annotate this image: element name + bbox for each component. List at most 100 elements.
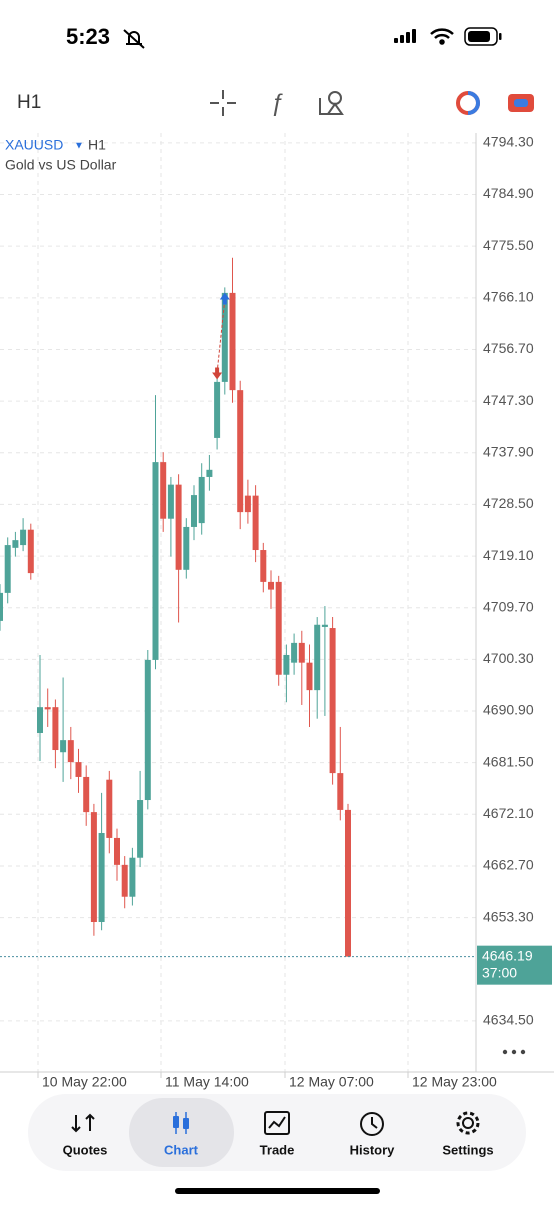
y-tick-label: 4794.30: [483, 134, 534, 150]
tab-icon[interactable]: [360, 1112, 384, 1136]
active-tab-highlight: [129, 1098, 234, 1167]
candle-body: [198, 476, 205, 524]
candle-body: [314, 624, 321, 691]
y-tick-label: 4634.50: [483, 1012, 534, 1028]
candle-body: [37, 707, 43, 733]
tab-label[interactable]: Trade: [260, 1142, 295, 1157]
candle-body: [206, 469, 213, 477]
candle-body: [167, 484, 174, 519]
tab-icon[interactable]: [71, 1113, 95, 1133]
symbol-description: Gold vs US Dollar: [5, 157, 117, 173]
chart-timeframe: H1: [88, 137, 106, 153]
y-tick-label: 4766.10: [483, 289, 534, 305]
tab-label[interactable]: Chart: [164, 1142, 199, 1157]
status-time: 5:23: [66, 24, 110, 49]
candle-body: [114, 837, 120, 865]
y-tick-label: 4747.30: [483, 392, 534, 408]
y-tick-label: 4690.90: [483, 702, 534, 718]
candle-body: [298, 642, 305, 663]
candle-body: [52, 707, 59, 751]
candle-body: [0, 592, 3, 621]
crosshair-button[interactable]: [210, 90, 236, 116]
chart-area[interactable]: [0, 133, 476, 1072]
candle-body: [306, 662, 313, 691]
trade-button[interactable]: [508, 94, 534, 112]
y-tick-label: 4653.30: [483, 908, 534, 924]
y-tick-label: 4700.30: [483, 650, 534, 666]
candle-body: [90, 812, 97, 923]
y-tick-label: 4681.50: [483, 753, 534, 769]
sell-marker: [212, 367, 223, 380]
candle-body: [268, 581, 274, 590]
x-tick-label: 10 May 22:00: [42, 1074, 127, 1090]
candle-body: [244, 495, 251, 513]
candle-body: [75, 762, 82, 777]
candle-body: [121, 864, 128, 897]
indicators-button[interactable]: ƒ: [270, 89, 283, 116]
tabs: Quotes Chart Trade History Settings: [63, 1111, 494, 1157]
candle-body: [44, 707, 51, 710]
candle-body: [221, 292, 228, 382]
wifi-icon: [430, 28, 454, 45]
candle-body: [83, 776, 90, 813]
tab-label[interactable]: History: [350, 1142, 396, 1157]
y-tick-label: 4719.10: [483, 547, 534, 563]
candle-body: [106, 779, 113, 838]
tab-bar: [28, 1094, 526, 1171]
objects-button[interactable]: [319, 91, 344, 115]
candle-body: [260, 550, 267, 582]
last-price-label: 4646.19: [482, 947, 533, 963]
candle-body: [291, 642, 298, 663]
last-price-tag: [477, 945, 552, 985]
candle-body: [144, 659, 151, 801]
candle-body: [152, 462, 159, 660]
x-tick-label: 12 May 07:00: [289, 1074, 374, 1090]
candle-body: [20, 529, 27, 546]
x-tick-label: 11 May 14:00: [165, 1074, 249, 1090]
candle-body: [137, 800, 144, 858]
candle-body: [4, 545, 11, 593]
trade-link: [216, 299, 226, 373]
candle-body: [283, 654, 290, 675]
timeframe-button[interactable]: H1: [17, 92, 41, 113]
y-tick-label: 4709.70: [483, 598, 534, 614]
x-tick-label: 12 May 23:00: [412, 1074, 497, 1090]
candle-body: [129, 857, 136, 897]
candle-body: [160, 462, 167, 519]
symbol[interactable]: XAUUSD: [5, 137, 63, 153]
plot: [0, 257, 476, 958]
candle-body: [337, 773, 344, 810]
y-tick-label: 4775.50: [483, 237, 534, 253]
candle-body: [275, 581, 282, 675]
home-indicator: [175, 1188, 380, 1194]
tab-label[interactable]: Settings: [442, 1142, 493, 1157]
symbol-dropdown[interactable]: ▼: [74, 141, 84, 152]
y-tick-label: 4784.90: [483, 185, 534, 201]
candle-body: [98, 832, 105, 923]
mute-icon: [123, 29, 145, 49]
tab-icon[interactable]: [173, 1112, 189, 1134]
bar-countdown: 37:00: [482, 964, 517, 980]
candle-body: [183, 526, 190, 570]
tab-label[interactable]: Quotes: [63, 1142, 108, 1157]
y-tick-label: 4662.70: [483, 857, 534, 873]
candle-body: [60, 740, 67, 753]
candle-body: [229, 292, 236, 391]
candle-body: [329, 628, 336, 774]
candle-body: [175, 484, 182, 570]
candle-body: [237, 390, 244, 513]
candle-body: [67, 740, 74, 763]
candle-body: [252, 495, 259, 551]
battery-icon: [464, 27, 502, 46]
more-button[interactable]: [502, 1049, 526, 1055]
tab-icon[interactable]: [264, 1111, 290, 1135]
color-button[interactable]: [456, 91, 480, 115]
candle-body: [12, 540, 19, 548]
tab-icon[interactable]: [456, 1111, 480, 1135]
candle-body: [191, 495, 197, 527]
y-tick-label: 4737.90: [483, 443, 534, 459]
y-tick-label: 4728.50: [483, 495, 534, 511]
y-tick-label: 4756.70: [483, 340, 534, 356]
candle-body: [214, 381, 221, 438]
